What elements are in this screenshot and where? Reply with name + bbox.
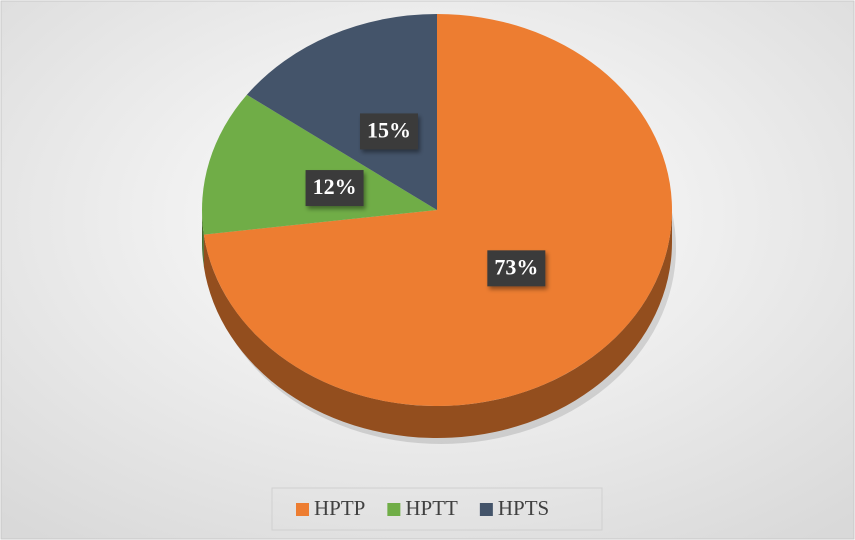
legend-label: HPTT — [405, 496, 458, 520]
legend-swatch — [296, 503, 309, 516]
data-label: 15% — [367, 117, 411, 142]
legend-box — [271, 487, 603, 531]
data-label-box — [359, 113, 418, 150]
legend-label: HPTS — [498, 496, 549, 520]
slice-side — [203, 210, 673, 438]
data-label: 12% — [313, 174, 357, 199]
slice-side — [202, 210, 204, 267]
pie — [202, 13, 676, 444]
slice — [203, 14, 673, 406]
slice — [246, 13, 437, 210]
data-labels: 73% 12% 15% — [305, 113, 546, 287]
data-label-box — [487, 250, 546, 287]
data-label-box — [305, 170, 364, 207]
data-label: 73% — [494, 254, 538, 279]
legend: HPTP HPTT HPTS — [296, 496, 549, 520]
slice — [202, 94, 437, 235]
legend-label: HPTP — [314, 496, 365, 520]
legend-swatch — [387, 503, 401, 516]
legend-swatch — [479, 503, 493, 516]
